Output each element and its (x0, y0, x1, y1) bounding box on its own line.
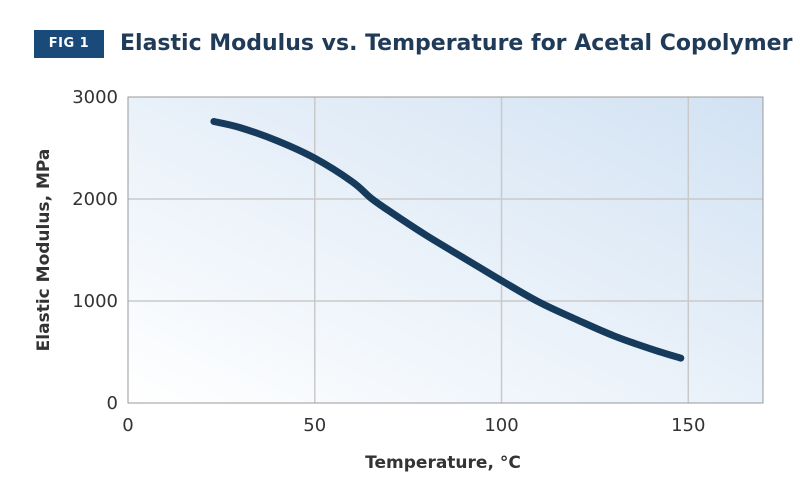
y-tick-label: 1000 (72, 291, 118, 312)
x-tick-label: 100 (484, 415, 518, 436)
x-tick-label: 50 (303, 415, 326, 436)
y-axis-title: Elastic Modulus, MPa (34, 149, 54, 352)
plot-frame (127, 96, 764, 404)
y-tick-label: 2000 (72, 189, 118, 210)
series-line (210, 118, 685, 362)
y-tick-label: 0 (107, 393, 118, 414)
x-tick-label: 0 (122, 415, 133, 436)
y-tick-label: 3000 (72, 87, 118, 108)
x-tick-label: 150 (671, 415, 705, 436)
figure-badge: FIG 1 (34, 30, 104, 58)
y-tick-labels: 0 1000 2000 3000 (72, 87, 118, 414)
x-tick-labels: 0 50 100 150 (122, 415, 705, 436)
chart-title: Elastic Modulus vs. Temperature for Acet… (120, 31, 793, 56)
x-axis-title: Temperature, °C (365, 453, 521, 473)
grid-lines (128, 97, 763, 403)
